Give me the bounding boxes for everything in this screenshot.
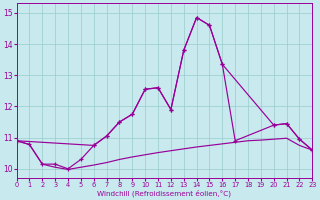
X-axis label: Windchill (Refroidissement éolien,°C): Windchill (Refroidissement éolien,°C) <box>98 189 231 197</box>
